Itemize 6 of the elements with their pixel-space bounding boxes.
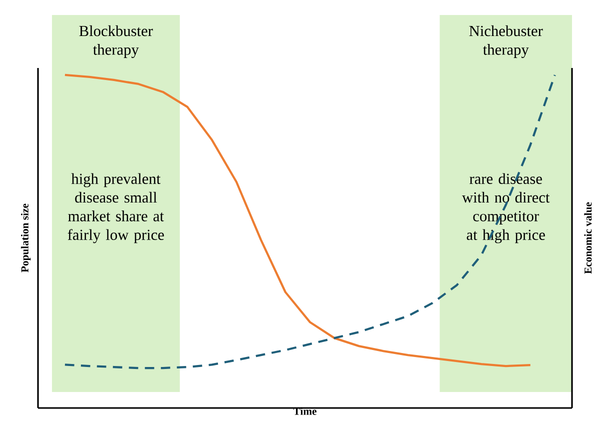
y-axis-title: Population size	[20, 204, 31, 272]
annotation: high prevalent disease small market share at fairly low price	[68, 173, 164, 244]
annotation: rare disease with no direct competitor at high price	[462, 173, 550, 244]
text: Blockbuster therapy	[79, 25, 153, 58]
text: Nichebuster therapy	[469, 25, 543, 58]
y2-axis-title: Economic value	[584, 202, 592, 274]
